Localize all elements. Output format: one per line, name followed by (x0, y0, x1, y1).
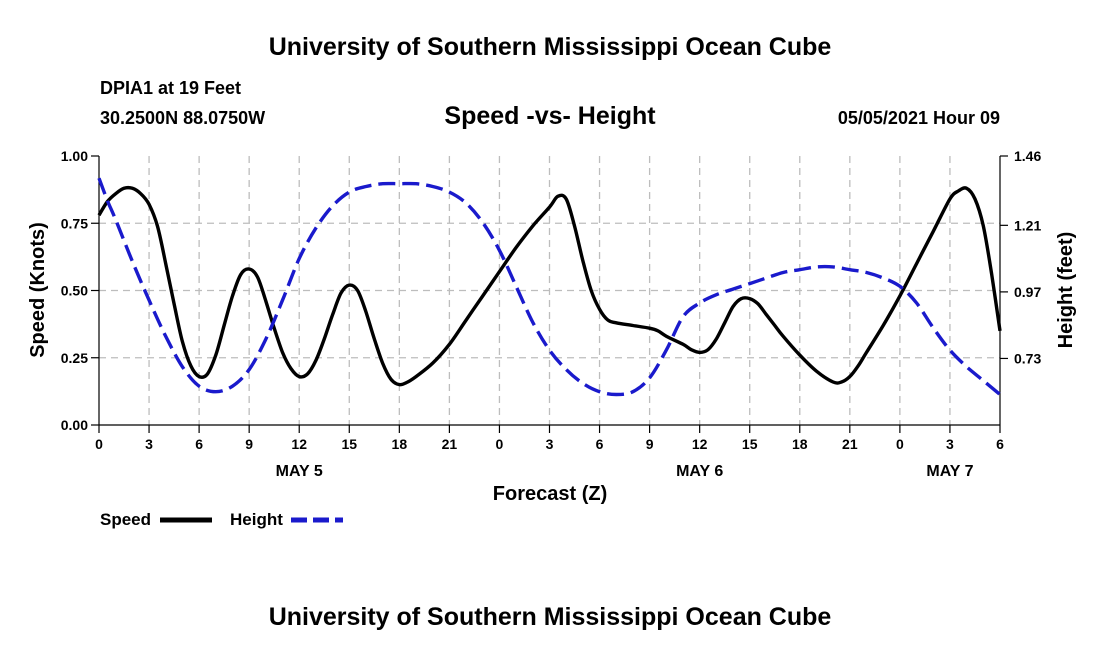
bottom-title: University of Southern Mississippi Ocean… (269, 603, 832, 631)
x-tick-label: 6 (996, 436, 1004, 452)
x-tick-label: 12 (692, 436, 708, 452)
x-tick-label: 3 (946, 436, 954, 452)
y2-axis-label: Height (feet) (1055, 232, 1077, 349)
y-tick-label: 0.00 (61, 417, 88, 433)
x-tick-label: 0 (95, 436, 103, 452)
chart-title: Speed -vs- Height (444, 102, 656, 130)
axes: 0.00 0.25 0.50 0.75 1.00 0.73 0.97 1.21 1.46 0 3 6 9… (61, 148, 1042, 480)
datetime-label: 05/05/2021 Hour 09 (838, 108, 1000, 128)
series-line-speed (97, 185, 1002, 387)
y-tick-label: 1.00 (61, 148, 88, 164)
y-tick-label: 0.25 (61, 350, 88, 366)
date-label: MAY 7 (926, 463, 973, 480)
legend: Speed Height (100, 510, 343, 529)
x-tick-label: 6 (596, 436, 604, 452)
x-axis-label: Forecast (Z) (493, 483, 607, 505)
x-tick-label: 9 (245, 436, 253, 452)
x-tick-label: 15 (341, 436, 357, 452)
y-tick-label: 0.50 (61, 283, 88, 299)
y2-tick-label: 1.21 (1014, 217, 1041, 233)
x-tick-label: 6 (195, 436, 203, 452)
x-tick-label: 0 (896, 436, 904, 452)
x-tick-label: 3 (145, 436, 153, 452)
x-tick-label: 3 (546, 436, 554, 452)
x-tick-label: 9 (646, 436, 654, 452)
x-tick-label: 15 (742, 436, 758, 452)
y-axis-label: Speed (Knots) (27, 222, 49, 358)
x-tick-label: 12 (291, 436, 307, 452)
date-label: MAY 5 (276, 463, 323, 480)
x-tick-label: 0 (496, 436, 504, 452)
legend-speed-label: Speed (100, 510, 151, 529)
x-tick-label: 21 (442, 436, 458, 452)
y-tick-label: 0.75 (61, 215, 88, 231)
top-title: University of Southern Mississippi Ocean… (269, 33, 832, 61)
x-tick-label: 18 (792, 436, 808, 452)
series-layer (97, 177, 1002, 397)
y2-tick-label: 0.97 (1014, 284, 1041, 300)
station-label: DPIA1 at 19 Feet (100, 78, 241, 98)
series-line-height (97, 177, 1002, 397)
grid-lines (99, 156, 1000, 425)
x-tick-label: 21 (842, 436, 858, 452)
coordinates-label: 30.2500N 88.0750W (100, 108, 265, 128)
y2-tick-label: 1.46 (1014, 148, 1041, 164)
legend-height-label: Height (230, 510, 283, 529)
y2-tick-label: 0.73 (1014, 350, 1041, 366)
date-label: MAY 6 (676, 463, 723, 480)
x-tick-label: 18 (392, 436, 408, 452)
